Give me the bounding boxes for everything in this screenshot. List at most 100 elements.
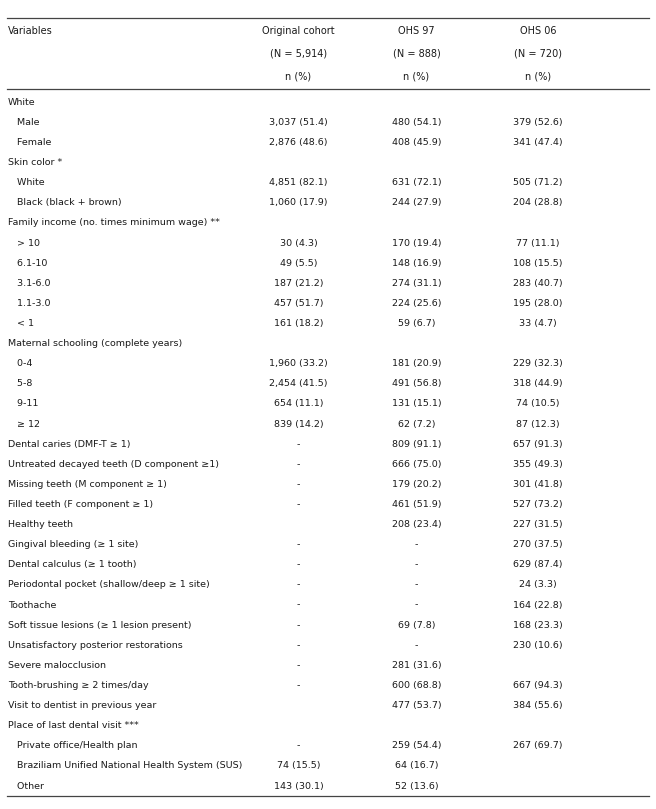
- Text: -: -: [297, 480, 300, 489]
- Text: -: -: [297, 561, 300, 570]
- Text: -: -: [415, 641, 419, 650]
- Text: < 1: < 1: [8, 319, 34, 328]
- Text: 229 (32.3): 229 (32.3): [513, 359, 563, 368]
- Text: 69 (7.8): 69 (7.8): [398, 621, 436, 629]
- Text: 0-4: 0-4: [8, 359, 32, 368]
- Text: 170 (19.4): 170 (19.4): [392, 239, 441, 248]
- Text: Female: Female: [8, 138, 51, 147]
- Text: (N = 720): (N = 720): [514, 49, 562, 58]
- Text: 667 (94.3): 667 (94.3): [513, 681, 563, 690]
- Text: Periodontal pocket (shallow/deep ≥ 1 site): Periodontal pocket (shallow/deep ≥ 1 sit…: [8, 580, 210, 590]
- Text: White: White: [8, 178, 45, 187]
- Text: 143 (30.1): 143 (30.1): [274, 781, 323, 790]
- Text: 131 (15.1): 131 (15.1): [392, 400, 441, 409]
- Text: -: -: [297, 741, 300, 750]
- Text: 62 (7.2): 62 (7.2): [398, 420, 436, 429]
- Text: 281 (31.6): 281 (31.6): [392, 661, 441, 670]
- Text: 195 (28.0): 195 (28.0): [513, 299, 563, 308]
- Text: -: -: [297, 661, 300, 670]
- Text: 49 (5.5): 49 (5.5): [279, 259, 318, 268]
- Text: 208 (23.4): 208 (23.4): [392, 520, 441, 529]
- Text: Visit to dentist in previous year: Visit to dentist in previous year: [8, 701, 156, 710]
- Text: 379 (52.6): 379 (52.6): [513, 118, 563, 127]
- Text: 457 (51.7): 457 (51.7): [274, 299, 323, 308]
- Text: Dental caries (DMF-T ≥ 1): Dental caries (DMF-T ≥ 1): [8, 439, 131, 449]
- Text: 631 (72.1): 631 (72.1): [392, 178, 441, 187]
- Text: 809 (91.1): 809 (91.1): [392, 439, 441, 449]
- Text: 270 (37.5): 270 (37.5): [513, 540, 563, 549]
- Text: 318 (44.9): 318 (44.9): [513, 379, 563, 388]
- Text: OHS 97: OHS 97: [398, 26, 435, 36]
- Text: 274 (31.1): 274 (31.1): [392, 279, 441, 288]
- Text: Severe malocclusion: Severe malocclusion: [8, 661, 106, 670]
- Text: -: -: [415, 540, 419, 549]
- Text: -: -: [297, 500, 300, 509]
- Text: 9-11: 9-11: [8, 400, 38, 409]
- Text: 87 (12.3): 87 (12.3): [516, 420, 560, 429]
- Text: -: -: [297, 439, 300, 449]
- Text: -: -: [297, 600, 300, 609]
- Text: 355 (49.3): 355 (49.3): [513, 460, 563, 468]
- Text: Other: Other: [8, 781, 44, 790]
- Text: n (%): n (%): [403, 71, 430, 81]
- Text: 74 (15.5): 74 (15.5): [277, 761, 320, 770]
- Text: 64 (16.7): 64 (16.7): [395, 761, 438, 770]
- Text: (N = 5,914): (N = 5,914): [270, 49, 327, 58]
- Text: 3.1-6.0: 3.1-6.0: [8, 279, 51, 288]
- Text: Male: Male: [8, 118, 39, 127]
- Text: -: -: [415, 561, 419, 570]
- Text: 148 (16.9): 148 (16.9): [392, 259, 441, 268]
- Text: 24 (3.3): 24 (3.3): [519, 580, 557, 590]
- Text: 1,960 (33.2): 1,960 (33.2): [269, 359, 328, 368]
- Text: 283 (40.7): 283 (40.7): [513, 279, 563, 288]
- Text: 4,851 (82.1): 4,851 (82.1): [269, 178, 328, 187]
- Text: 181 (20.9): 181 (20.9): [392, 359, 441, 368]
- Text: Maternal schooling (complete years): Maternal schooling (complete years): [8, 339, 182, 348]
- Text: 6.1-10: 6.1-10: [8, 259, 47, 268]
- Text: 164 (22.8): 164 (22.8): [513, 600, 563, 609]
- Text: (N = 888): (N = 888): [393, 49, 440, 58]
- Text: -: -: [415, 600, 419, 609]
- Text: 1,060 (17.9): 1,060 (17.9): [269, 198, 328, 207]
- Text: Skin color *: Skin color *: [8, 158, 62, 167]
- Text: 3,037 (51.4): 3,037 (51.4): [269, 118, 328, 127]
- Text: Soft tissue lesions (≥ 1 lesion present): Soft tissue lesions (≥ 1 lesion present): [8, 621, 192, 629]
- Text: ≥ 12: ≥ 12: [8, 420, 40, 429]
- Text: 341 (47.4): 341 (47.4): [513, 138, 563, 147]
- Text: 600 (68.8): 600 (68.8): [392, 681, 441, 690]
- Text: 74 (10.5): 74 (10.5): [516, 400, 560, 409]
- Text: 30 (4.3): 30 (4.3): [279, 239, 318, 248]
- Text: Family income (no. times minimum wage) **: Family income (no. times minimum wage) *…: [8, 218, 220, 227]
- Text: Private office/Health plan: Private office/Health plan: [8, 741, 137, 750]
- Text: 227 (31.5): 227 (31.5): [513, 520, 563, 529]
- Text: 161 (18.2): 161 (18.2): [274, 319, 323, 328]
- Text: Black (black + brown): Black (black + brown): [8, 198, 121, 207]
- Text: Variables: Variables: [8, 26, 52, 36]
- Text: 654 (11.1): 654 (11.1): [274, 400, 323, 409]
- Text: 657 (91.3): 657 (91.3): [513, 439, 563, 449]
- Text: Unsatisfactory posterior restorations: Unsatisfactory posterior restorations: [8, 641, 182, 650]
- Text: Place of last dental visit ***: Place of last dental visit ***: [8, 721, 138, 731]
- Text: Tooth-brushing ≥ 2 times/day: Tooth-brushing ≥ 2 times/day: [8, 681, 148, 690]
- Text: 408 (45.9): 408 (45.9): [392, 138, 441, 147]
- Text: 52 (13.6): 52 (13.6): [395, 781, 438, 790]
- Text: n (%): n (%): [525, 71, 551, 81]
- Text: 77 (11.1): 77 (11.1): [516, 239, 560, 248]
- Text: Dental calculus (≥ 1 tooth): Dental calculus (≥ 1 tooth): [8, 561, 136, 570]
- Text: 108 (15.5): 108 (15.5): [513, 259, 563, 268]
- Text: Filled teeth (F component ≥ 1): Filled teeth (F component ≥ 1): [8, 500, 153, 509]
- Text: 2,454 (41.5): 2,454 (41.5): [269, 379, 328, 388]
- Text: Untreated decayed teeth (D component ≥1): Untreated decayed teeth (D component ≥1): [8, 460, 219, 468]
- Text: White: White: [8, 98, 35, 107]
- Text: 527 (73.2): 527 (73.2): [513, 500, 563, 509]
- Text: -: -: [297, 540, 300, 549]
- Text: 301 (41.8): 301 (41.8): [513, 480, 563, 489]
- Text: n (%): n (%): [285, 71, 312, 81]
- Text: 5-8: 5-8: [8, 379, 32, 388]
- Text: 1.1-3.0: 1.1-3.0: [8, 299, 51, 308]
- Text: 168 (23.3): 168 (23.3): [513, 621, 563, 629]
- Text: 666 (75.0): 666 (75.0): [392, 460, 441, 468]
- Text: 384 (55.6): 384 (55.6): [513, 701, 563, 710]
- Text: Toothache: Toothache: [8, 600, 56, 609]
- Text: 505 (71.2): 505 (71.2): [513, 178, 563, 187]
